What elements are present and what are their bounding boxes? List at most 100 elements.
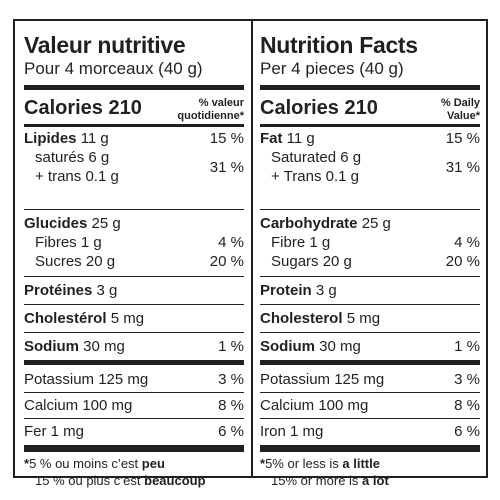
divider-thick [260,360,480,365]
english-footnote-line2: 15% or more is a lot [260,473,389,489]
divider-thin [24,392,244,393]
english-calcium-pct: 8 % [454,397,480,414]
english-cholesterol-label: Cholesterol [260,310,343,327]
english-dv-header-line1: % Daily [440,97,480,109]
french-dv-header-line1: % valeur [198,97,244,109]
french-protein-row: Protéines 3 g [24,282,244,300]
french-potassium-row: Potassium 125 mg 3 % [24,371,244,389]
divider-thin [260,209,480,210]
english-potassium-row: Potassium 125 mg 3 % [260,371,480,389]
divider-thin [24,418,244,419]
french-carb-amount: 25 g [91,215,121,232]
french-footnote-text: 5 % ou moins c’est [29,456,142,471]
english-footnote-line1: *5% or less is a little [260,456,380,472]
french-saturated-row: saturés 6 g 31 % [24,149,244,176]
english-trans-row: + Trans 0.1 g [260,168,480,186]
divider-heavy [260,445,480,452]
french-trans-row: + trans 0.1 g [24,168,244,186]
english-iron-label: Iron 1 mg [260,423,324,440]
divider-heavy [24,445,244,452]
french-cholesterol-amount: 5 mg [110,310,145,327]
english-fat-amount: 11 g [286,130,315,147]
french-carb-label: Glucides [24,215,88,232]
english-dv-header: % Daily Value* [441,97,480,123]
french-cholesterol-row: Cholestérol 5 mg [24,310,244,328]
divider-thick [24,85,244,90]
english-calories: Calories 210 [260,97,378,119]
french-column: Valeur nutritive Pour 4 morceaux (40 g) … [24,21,244,488]
divider-thin [260,304,480,305]
english-iron-row: Iron 1 mg 6 % [260,423,480,441]
french-footnote-emphasis: beaucoup [144,473,206,488]
french-potassium-label: Potassium 125 mg [24,371,149,388]
divider-medium [260,124,480,127]
divider-thin [24,332,244,333]
french-trans-label: + trans 0.1 g [35,168,119,185]
english-potassium-pct: 3 % [454,371,480,388]
english-iron-pct: 6 % [454,423,480,440]
english-sugar-pct: 20 % [445,253,480,270]
english-sodium-label: Sodium [260,338,315,355]
divider-thin [260,418,480,419]
english-sugar-row: Sugars 20 g 20 % [260,253,480,271]
french-sodium-pct: 1 % [218,338,244,355]
french-saturated-label: saturés 6 g [35,149,110,166]
english-calcium-label: Calcium 100 mg [260,397,369,414]
english-footnote-text: 15% or more is [271,473,363,488]
french-calcium-label: Calcium 100 mg [24,397,133,414]
english-calcium-row: Calcium 100 mg 8 % [260,397,480,415]
column-divider [251,21,253,476]
english-footnote-emphasis: a lot [362,473,389,488]
english-title: Nutrition Facts [260,32,418,58]
french-protein-label: Protéines [24,282,93,299]
french-iron-label: Fer 1 mg [24,423,85,440]
divider-thick [260,85,480,90]
english-protein-label: Protein [260,282,312,299]
divider-thick [24,360,244,365]
french-fibre-pct: 4 % [218,234,244,251]
footnote-asterisk: * [260,456,266,471]
english-fibre-label: Fibre 1 g [271,234,331,251]
french-sugar-label: Sucres 20 g [35,253,116,270]
divider-thin [260,392,480,393]
english-footnote-text: 5% or less is [265,456,343,471]
english-saturated-pct: 31 % [445,159,480,176]
footnote-asterisk: * [24,456,30,471]
english-fibre-row: Fibre 1 g 4 % [260,234,480,252]
english-protein-amount: 3 g [315,282,337,299]
english-fat-label: Fat [260,130,283,147]
french-saturated-pct: 31 % [209,159,244,176]
french-calcium-pct: 8 % [218,397,244,414]
french-title: Valeur nutritive [24,32,186,58]
french-footnote-line2: 15 % ou plus c’est beaucoup [24,473,206,489]
english-saturated-row: Saturated 6 g 31 % [260,149,480,176]
french-protein-amount: 3 g [96,282,118,299]
english-serving-size: Per 4 pieces (40 g) [260,59,404,78]
french-carb-row: Glucides 25 g [24,215,244,233]
divider-thin [24,304,244,305]
english-carb-label: Carbohydrate [260,215,358,232]
french-dv-header-line2: quotidienne* [177,110,244,122]
english-fat-pct: 15 % [445,130,480,147]
french-footnote-emphasis: peu [141,456,165,471]
divider-thin [24,209,244,210]
english-carb-amount: 25 g [361,215,391,232]
english-footnote-emphasis: a little [342,456,380,471]
french-fat-amount: 11 g [80,130,109,147]
english-sodium-amount: 30 mg [319,338,361,355]
french-calories: Calories 210 [24,97,142,119]
english-fibre-pct: 4 % [454,234,480,251]
french-fat-label: Lipides [24,130,77,147]
english-sugar-label: Sugars 20 g [271,253,352,270]
english-cholesterol-amount: 5 mg [346,310,381,327]
french-sodium-row: Sodium 30 mg 1 % [24,338,244,356]
french-dv-header: % valeur quotidienne* [177,97,244,123]
divider-thin [260,332,480,333]
divider-thin [260,276,480,277]
english-protein-row: Protein 3 g [260,282,480,300]
english-cholesterol-row: Cholesterol 5 mg [260,310,480,328]
english-sodium-row: Sodium 30 mg 1 % [260,338,480,356]
french-iron-row: Fer 1 mg 6 % [24,423,244,441]
english-trans-label: + Trans 0.1 g [271,168,359,185]
english-column: Nutrition Facts Per 4 pieces (40 g) Calo… [260,21,480,488]
